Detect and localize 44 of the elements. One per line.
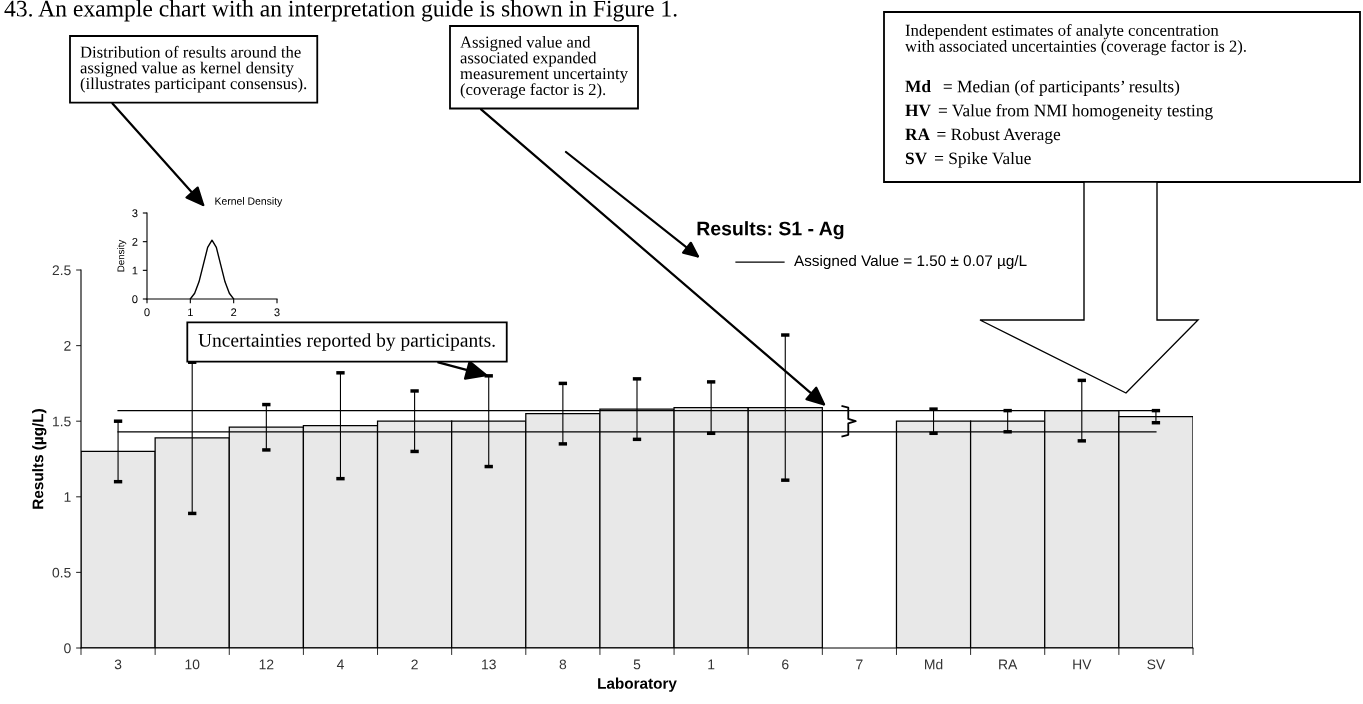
y-tick-label: 2 bbox=[132, 237, 138, 246]
x-tick-label: 2 bbox=[231, 308, 237, 317]
text: Distribution of results around the assigned value as kernel density (illustrates participant consensus). bbox=[80, 45, 307, 93]
x-tick-label: 10 bbox=[185, 659, 200, 670]
text: RA = Robust Average bbox=[905, 128, 1061, 144]
text: Md = Median (of participants’ results) bbox=[905, 80, 1180, 96]
x-tick-label: 13 bbox=[482, 659, 496, 670]
x-tick-label: 3 bbox=[274, 308, 280, 317]
x-tick-label: 2 bbox=[411, 659, 418, 670]
x-tick-label: HV bbox=[1073, 659, 1092, 670]
x-tick-label: 6 bbox=[782, 659, 789, 670]
text: Assigned Value = 1.50 ± 0.07 µg/L bbox=[794, 254, 1027, 270]
x-tick-label: 5 bbox=[633, 659, 641, 670]
x-tick-label: 8 bbox=[559, 659, 567, 670]
text: Assigned value and associated expanded measurement uncertainty (coverage factor is 2). bbox=[460, 36, 628, 99]
text: 43. An example chart with an interpretation guide is shown in Figure 1. bbox=[4, 0, 677, 22]
y-tick-label: 0 bbox=[132, 295, 138, 304]
x-tick-label: 0 bbox=[144, 308, 150, 317]
x-axis-title: Laboratory bbox=[598, 677, 677, 692]
y-tick-label: 0.5 bbox=[52, 567, 71, 578]
chart-title: Results: S1 - Ag bbox=[697, 221, 844, 240]
text: HV = Value from NMI homogeneity testing bbox=[905, 104, 1213, 120]
x-tick-label: 3 bbox=[114, 659, 122, 670]
x-tick-label: SV bbox=[1147, 659, 1166, 670]
x-tick-label: RA bbox=[999, 659, 1018, 670]
x-tick-label: 12 bbox=[259, 659, 274, 670]
x-tick-label: 1 bbox=[708, 659, 715, 670]
y-tick-label: 2 bbox=[64, 340, 71, 351]
y-tick-label: 0 bbox=[64, 643, 71, 654]
x-tick-label: 1 bbox=[188, 308, 193, 317]
y-axis-title: Results (µg/L) bbox=[32, 409, 47, 509]
y-tick-label: 1.5 bbox=[53, 416, 71, 427]
x-tick-label: Md bbox=[925, 659, 943, 670]
x-tick-label: 4 bbox=[336, 659, 344, 670]
y-tick-label: 1 bbox=[64, 492, 71, 502]
text: SV = Spike Value bbox=[905, 152, 1031, 168]
chart-title: Kernel Density bbox=[215, 197, 283, 207]
y-tick-label: 1 bbox=[132, 266, 138, 275]
y-tick-label: 2.5 bbox=[52, 265, 71, 276]
annotation: Uncertainties reported by participants. bbox=[198, 333, 495, 351]
text: Independent estimates of analyte concentration with associated uncertainties (coverage factor is 2). bbox=[905, 24, 1246, 56]
y-axis-title: Density bbox=[117, 239, 127, 272]
x-tick-label: 7 bbox=[856, 659, 863, 670]
y-tick-label: 3 bbox=[132, 209, 138, 218]
